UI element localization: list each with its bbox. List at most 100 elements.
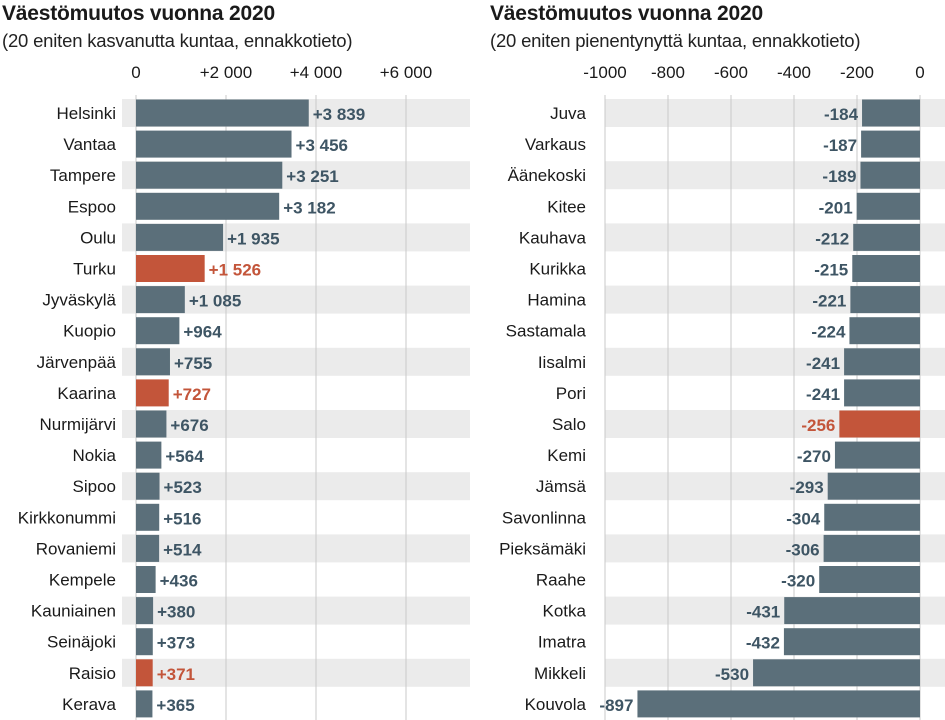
bar-pori xyxy=(844,379,920,407)
category-label: Jämsä xyxy=(536,477,587,496)
bar-pieksamaki xyxy=(823,534,920,562)
category-label: Nokia xyxy=(73,446,117,465)
row-band xyxy=(122,347,470,376)
category-label: Sastamala xyxy=(506,322,587,341)
value-label: +3 839 xyxy=(313,105,365,124)
bar-oulu xyxy=(136,223,224,251)
value-label: +755 xyxy=(174,354,212,373)
bar-kerava xyxy=(136,690,153,718)
value-label: -201 xyxy=(819,198,853,217)
value-label: -304 xyxy=(786,509,821,528)
bar-hamina xyxy=(850,286,920,314)
x-tick-label: +6 000 xyxy=(380,63,432,82)
category-label: Äänekoski xyxy=(508,166,586,185)
x-tick-label: 0 xyxy=(131,63,140,82)
category-label: Juva xyxy=(550,104,586,123)
value-label: +1 085 xyxy=(189,292,241,311)
x-tick-label: -1000 xyxy=(583,63,626,82)
value-label: -320 xyxy=(781,572,815,591)
category-label: Iisalmi xyxy=(538,353,586,372)
value-label: +564 xyxy=(165,447,204,466)
value-label: -256 xyxy=(801,416,835,435)
value-label: +1 526 xyxy=(209,261,261,280)
bar-mikkeli xyxy=(753,659,920,687)
category-label: Turku xyxy=(73,260,116,279)
bar-kirkkonummi xyxy=(136,503,160,531)
value-label: -293 xyxy=(790,478,824,497)
bar-seinajoki xyxy=(136,628,153,656)
category-label: Kotka xyxy=(543,602,587,621)
row-band xyxy=(122,596,470,625)
value-label: -184 xyxy=(824,105,859,124)
bar-salo xyxy=(839,410,920,438)
right-chart-panel: Väestömuutos vuonna 2020 (20 eniten pien… xyxy=(475,0,945,720)
x-tick-label: +4 000 xyxy=(290,63,342,82)
value-label: -189 xyxy=(822,167,856,186)
right-chart-title: Väestömuutos vuonna 2020 xyxy=(490,2,763,25)
left-chart-subtitle: (20 eniten kasvanutta kuntaa, ennakkotie… xyxy=(2,30,353,51)
bar-jamsa xyxy=(827,472,920,500)
x-tick-label: +2 000 xyxy=(200,63,252,82)
category-label: Tampere xyxy=(50,166,116,185)
category-label: Kerava xyxy=(62,695,116,714)
bar-nurmijarvi xyxy=(136,410,167,438)
category-label: Pieksämäki xyxy=(499,539,586,558)
row-band xyxy=(122,534,470,563)
bar-kuopio xyxy=(136,317,180,345)
bar-imatra xyxy=(783,628,920,656)
category-label: Vantaa xyxy=(63,135,116,154)
x-tick-label: -800 xyxy=(651,63,685,82)
value-label: -306 xyxy=(786,540,820,559)
category-label: Salo xyxy=(552,415,586,434)
value-label: +516 xyxy=(163,509,201,528)
bar-kurikka xyxy=(852,255,920,282)
bar-iisalmi xyxy=(844,348,920,376)
value-label: +3 182 xyxy=(283,198,335,217)
value-label: +3 251 xyxy=(286,167,338,186)
bar-kauhava xyxy=(853,223,920,251)
value-label: +964 xyxy=(183,323,222,342)
x-tick-label: -600 xyxy=(714,63,748,82)
x-tick-label: 0 xyxy=(915,63,924,82)
value-label: -530 xyxy=(715,665,749,684)
left-chart-panel: Väestömuutos vuonna 2020 (20 eniten kasv… xyxy=(0,0,470,720)
category-label: Espoo xyxy=(68,197,116,216)
category-label: Kirkkonummi xyxy=(18,508,116,527)
left-chart-title: Väestömuutos vuonna 2020 xyxy=(2,2,275,25)
bar-kitee xyxy=(856,192,920,220)
value-label: +727 xyxy=(173,385,211,404)
bar-nokia xyxy=(136,441,162,469)
category-label: Rovaniemi xyxy=(36,539,116,558)
value-label: +373 xyxy=(157,634,195,653)
bar-kouvola xyxy=(637,690,920,718)
category-label: Mikkeli xyxy=(534,664,586,683)
bar-kemi xyxy=(834,441,920,469)
category-label: Kuopio xyxy=(63,322,116,341)
category-label: Kempele xyxy=(49,571,116,590)
category-label: Varkaus xyxy=(525,135,586,154)
row-band xyxy=(122,658,470,687)
category-label: Hamina xyxy=(527,291,586,310)
value-label: +1 935 xyxy=(227,229,279,248)
bar-raisio xyxy=(136,659,153,687)
bar-sastamala xyxy=(849,317,920,345)
category-label: Kemi xyxy=(547,446,586,465)
value-label: +676 xyxy=(170,416,208,435)
bar-kempele xyxy=(136,566,156,593)
value-label: -431 xyxy=(746,603,780,622)
value-label: +380 xyxy=(157,603,195,622)
category-label: Pori xyxy=(556,384,586,403)
right-chart-subtitle: (20 eniten pienentynyttä kuntaa, ennakko… xyxy=(490,30,861,51)
bar-kotka xyxy=(784,597,920,625)
bar-sipoo xyxy=(136,472,160,500)
row-band xyxy=(122,410,470,438)
value-label: +365 xyxy=(156,696,194,715)
category-label: Kaarina xyxy=(57,384,116,403)
bar-turku xyxy=(136,255,205,282)
bar-tampere xyxy=(136,161,283,189)
bar-juva xyxy=(862,99,920,127)
value-label: -215 xyxy=(814,261,848,280)
bar-savonlinna xyxy=(824,503,920,531)
value-label: -212 xyxy=(815,229,849,248)
category-label: Raahe xyxy=(536,571,586,590)
